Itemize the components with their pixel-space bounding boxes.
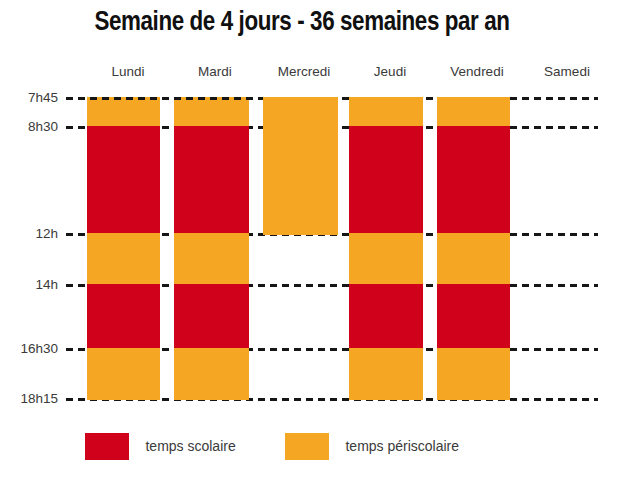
schedule-bar-segment xyxy=(174,233,249,286)
infographic-canvas: Semaine de 4 jours - 36 semaines par an … xyxy=(0,0,630,477)
schedule-bar-segment xyxy=(87,126,160,235)
time-tick-label: 7h45 xyxy=(0,89,58,107)
schedule-bar-segment xyxy=(437,126,510,235)
time-tick-label: 14h xyxy=(0,276,58,294)
schedule-bar-segment xyxy=(174,284,249,350)
day-label: Mardi xyxy=(170,63,260,80)
legend-item-temps-scolaire: temps scolaire xyxy=(85,433,236,460)
schedule-bar-segment xyxy=(87,233,160,286)
schedule-bar-segment xyxy=(349,284,423,350)
time-tick-label: 12h xyxy=(0,225,58,243)
legend-swatch-temps-scolaire xyxy=(85,433,129,460)
schedule-bar-segment xyxy=(87,97,160,128)
schedule-bar-segment xyxy=(174,126,249,235)
time-tick-label: 8h30 xyxy=(0,118,58,136)
schedule-bar-segment xyxy=(87,348,160,400)
schedule-bar-segment xyxy=(437,233,510,286)
legend-label-temps-periscolaire: temps périscolaire xyxy=(345,433,459,460)
grid-line-dashed-overlay xyxy=(66,97,256,100)
schedule-chart: 7h45 8h30 12h 14h 16h30 18h15 LundiMardiMercre… xyxy=(0,0,630,420)
day-label: Jeudi xyxy=(345,63,435,80)
legend-swatch-temps-periscolaire xyxy=(285,433,329,460)
schedule-bar-segment xyxy=(349,126,423,235)
schedule-bar-segment xyxy=(87,284,160,350)
day-label: Vendredi xyxy=(432,63,522,80)
schedule-bar-segment xyxy=(174,97,249,128)
schedule-bar-segment xyxy=(174,348,249,400)
schedule-bar-segment xyxy=(349,348,423,400)
schedule-bar-segment xyxy=(349,97,423,128)
schedule-bar-segment xyxy=(263,97,338,235)
legend-item-temps-periscolaire: temps périscolaire xyxy=(285,433,459,460)
day-label: Samedi xyxy=(522,63,612,80)
legend-label-temps-scolaire: temps scolaire xyxy=(145,433,235,460)
day-label: Lundi xyxy=(83,63,173,80)
time-tick-label: 18h15 xyxy=(0,390,58,408)
schedule-bar-segment xyxy=(349,233,423,286)
schedule-bar-segment xyxy=(437,284,510,350)
schedule-bar-segment xyxy=(437,97,510,128)
schedule-bar-segment xyxy=(437,348,510,400)
day-label: Mercredi xyxy=(259,63,349,80)
time-tick-label: 16h30 xyxy=(0,340,58,358)
